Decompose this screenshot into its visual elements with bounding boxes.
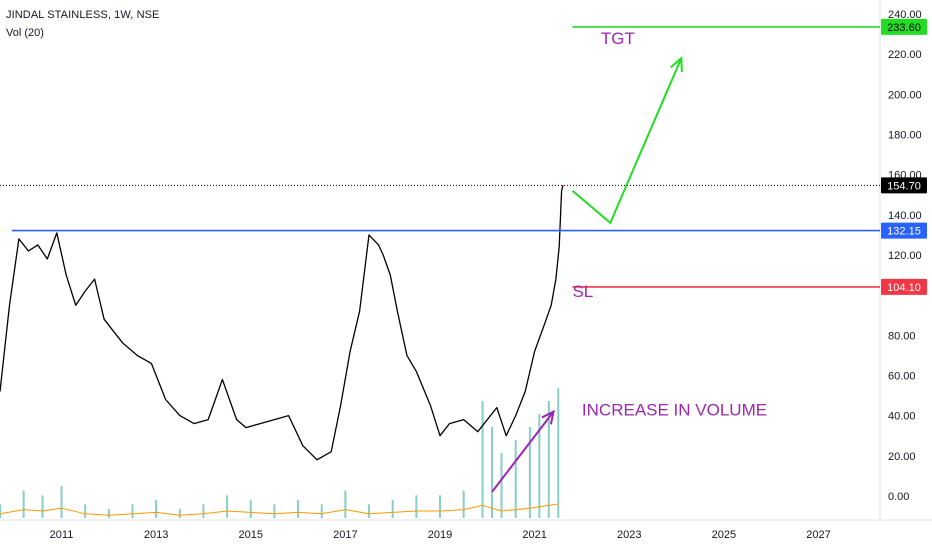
resistance-price-tag-bg (881, 222, 927, 239)
stoploss-annotation: SL (572, 282, 593, 301)
last-price-tag: 154.70 (887, 180, 921, 192)
volume-bar (538, 414, 541, 518)
volume-bar (41, 495, 44, 518)
y-tick-label: 140.00 (888, 210, 922, 222)
price-series-line (0, 185, 564, 461)
y-tick-label: 0.00 (888, 491, 909, 503)
volume-bar (273, 504, 276, 518)
y-tick-label: 120.00 (888, 250, 922, 262)
volume-bar (368, 504, 371, 518)
stoploss-price-tag-bg (881, 278, 927, 295)
volume-bar (226, 495, 229, 518)
x-tick-label: 2011 (50, 529, 74, 541)
volume-bar (528, 427, 531, 518)
volume-bar (60, 486, 63, 518)
projection-arrowhead (670, 56, 683, 73)
volume-bar (202, 504, 205, 518)
volume-bar (22, 490, 25, 518)
volume-bar (514, 440, 517, 518)
volume-bar (481, 401, 484, 518)
y-tick-label: 240.00 (888, 9, 922, 21)
resistance-price-tag: 132.15 (887, 226, 921, 238)
y-tick-label: 220.00 (888, 49, 922, 61)
volume-bar (391, 499, 394, 518)
target-price-tag-bg (881, 18, 927, 35)
volume-bar (344, 490, 347, 518)
target-annotation: TGT (601, 29, 635, 48)
last-price-tag-bg (881, 177, 927, 194)
volume-bar (297, 499, 300, 518)
volume-annotation: INCREASE IN VOLUME (582, 401, 767, 420)
volume-bar (155, 499, 158, 518)
y-tick-label: 200.00 (888, 89, 922, 101)
x-tick-label: 2021 (522, 529, 546, 541)
volume-bar (491, 427, 494, 518)
target-price-tag: 233.60 (887, 22, 921, 34)
volume-moving-average (0, 503, 559, 516)
x-tick-label: 2027 (806, 529, 830, 541)
volume-bar (547, 401, 550, 518)
y-tick-label: 60.00 (888, 370, 916, 382)
y-tick-label: 180.00 (888, 130, 922, 142)
volume-bar (84, 504, 87, 518)
y-tick-label: 40.00 (888, 411, 916, 423)
volume-indicator-label: Vol (20) (6, 27, 44, 39)
x-tick-label: 2013 (144, 529, 168, 541)
y-tick-label: 20.00 (888, 451, 916, 463)
x-tick-label: 2019 (428, 529, 452, 541)
volume-bar (178, 508, 181, 518)
volume-bar (131, 504, 134, 518)
x-tick-label: 2015 (239, 529, 263, 541)
volume-bar (439, 495, 441, 518)
volume-bar (415, 495, 418, 518)
volume-bar (0, 504, 1, 518)
volume-bar (320, 504, 323, 518)
volume-bar (462, 490, 465, 518)
volume-bar (557, 388, 560, 518)
volume-bar (500, 453, 503, 518)
volume-bar (107, 508, 110, 518)
symbol-title: JINDAL STAINLESS, 1W, NSE (6, 9, 160, 21)
volume-arrowhead (541, 409, 555, 425)
volume-bar (249, 499, 252, 518)
x-tick-label: 2025 (712, 529, 736, 541)
y-tick-label: 80.00 (888, 330, 916, 342)
volume-arrow (491, 410, 555, 493)
stoploss-price-tag: 104.10 (887, 282, 921, 294)
x-tick-label: 2017 (333, 529, 357, 541)
projection-path (571, 57, 683, 225)
x-tick-label: 2023 (617, 529, 641, 541)
